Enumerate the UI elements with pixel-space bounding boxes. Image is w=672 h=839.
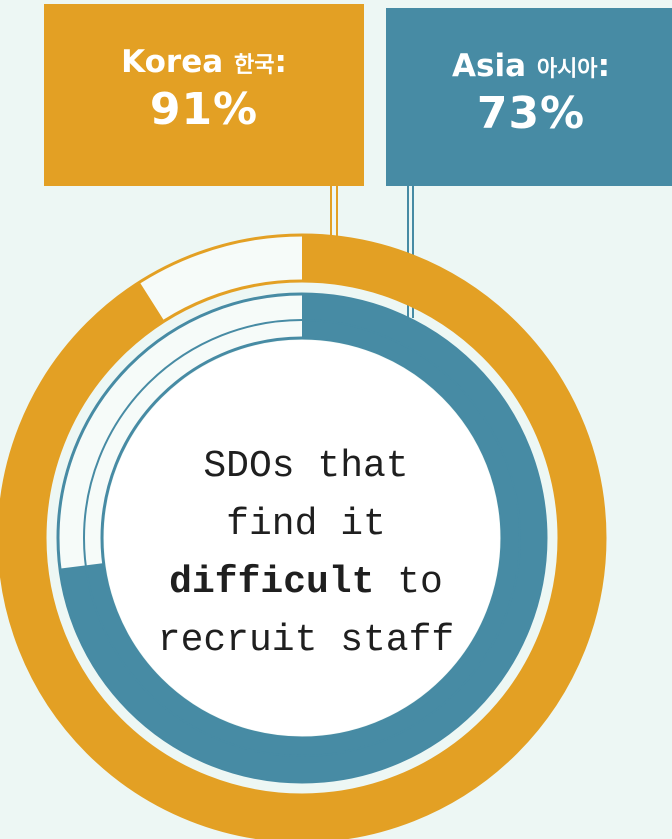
caption-line-1: SDOs that (203, 445, 409, 488)
korea-name: Korea (121, 44, 224, 80)
asia-name-kr: 아시아 (536, 57, 598, 82)
donut-rings (0, 233, 607, 839)
asia-label-box: Asia 아시아: 73% (386, 8, 672, 186)
caption-line-4: recruit staff (157, 619, 455, 662)
korea-value: 91% (149, 84, 259, 135)
donut-center (104, 340, 500, 736)
korea-name-kr: 한국 (233, 53, 275, 78)
asia-colon: : (597, 48, 610, 84)
asia-inner-outline (83, 319, 521, 757)
korea-outline-2 (43, 279, 561, 797)
korea-value-arc (0, 235, 605, 839)
asia-label: Asia 아시아: (386, 48, 672, 88)
asia-value-arc (59, 294, 546, 782)
asia-name: Asia (452, 48, 527, 84)
korea-label: Korea 한국: (44, 44, 364, 84)
caption-line-3-rest: to (374, 561, 443, 604)
caption-line-2: find it (226, 503, 386, 546)
korea-label-box: Korea 한국: 91% (44, 4, 364, 186)
center-caption: SDOs that find it difficult to recruit s… (106, 438, 506, 670)
caption-emphasis: difficult (169, 561, 375, 604)
asia-value: 73% (476, 88, 586, 139)
korea-colon: : (274, 44, 287, 80)
caption-line-3: difficult to (106, 554, 506, 612)
